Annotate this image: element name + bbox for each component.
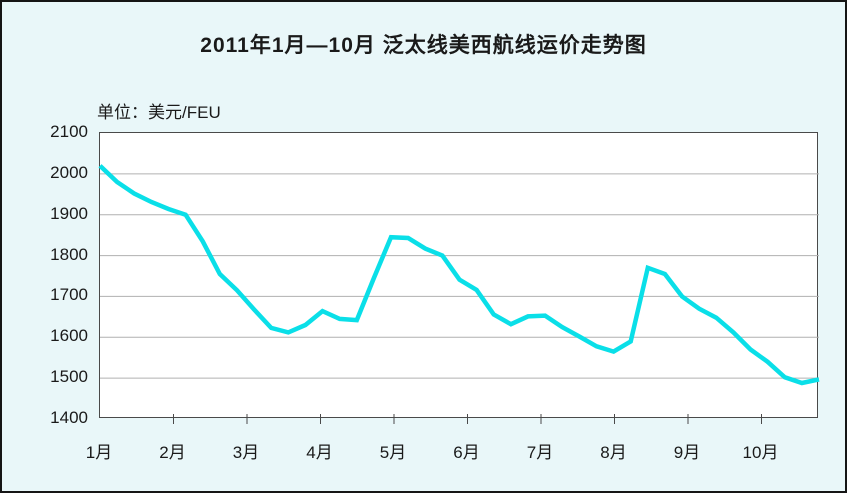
x-axis-month-label: 6月 bbox=[453, 443, 480, 462]
y-axis-tick-label: 1500 bbox=[50, 367, 88, 387]
x-axis-month-label: 5月 bbox=[379, 443, 407, 462]
chart-title: 2011年1月—10月 泛太线美西航线运价走势图 bbox=[200, 34, 647, 57]
x-axis-month-label: 4月 bbox=[306, 443, 333, 462]
y-axis-tick-label: 1700 bbox=[50, 285, 88, 305]
x-axis-month-label: 2月 bbox=[159, 443, 186, 462]
x-axis-month-label: 3月 bbox=[232, 443, 260, 462]
y-axis-tick-label: 1800 bbox=[50, 244, 88, 264]
unit-label: 单位：美元/FEU bbox=[97, 103, 221, 122]
x-axis-month-label: 10月 bbox=[742, 443, 779, 462]
y-axis-tick-label: 2000 bbox=[50, 162, 88, 182]
x-axis-month-label: 9月 bbox=[673, 443, 701, 462]
x-axis-month-label: 7月 bbox=[526, 443, 554, 462]
rate-line-series bbox=[98, 164, 820, 386]
plot-area bbox=[98, 132, 820, 424]
y-axis-tick-label: 1600 bbox=[50, 326, 88, 346]
y-axis-tick-label: 2100 bbox=[50, 122, 88, 141]
line-chart-svg bbox=[98, 164, 820, 424]
y-axis-tick-label: 1900 bbox=[50, 203, 88, 223]
y-axis-tick-label: 1400 bbox=[50, 408, 88, 427]
x-axis-month-label: 8月 bbox=[600, 443, 627, 462]
x-axis-month-label: 1月 bbox=[85, 443, 113, 462]
